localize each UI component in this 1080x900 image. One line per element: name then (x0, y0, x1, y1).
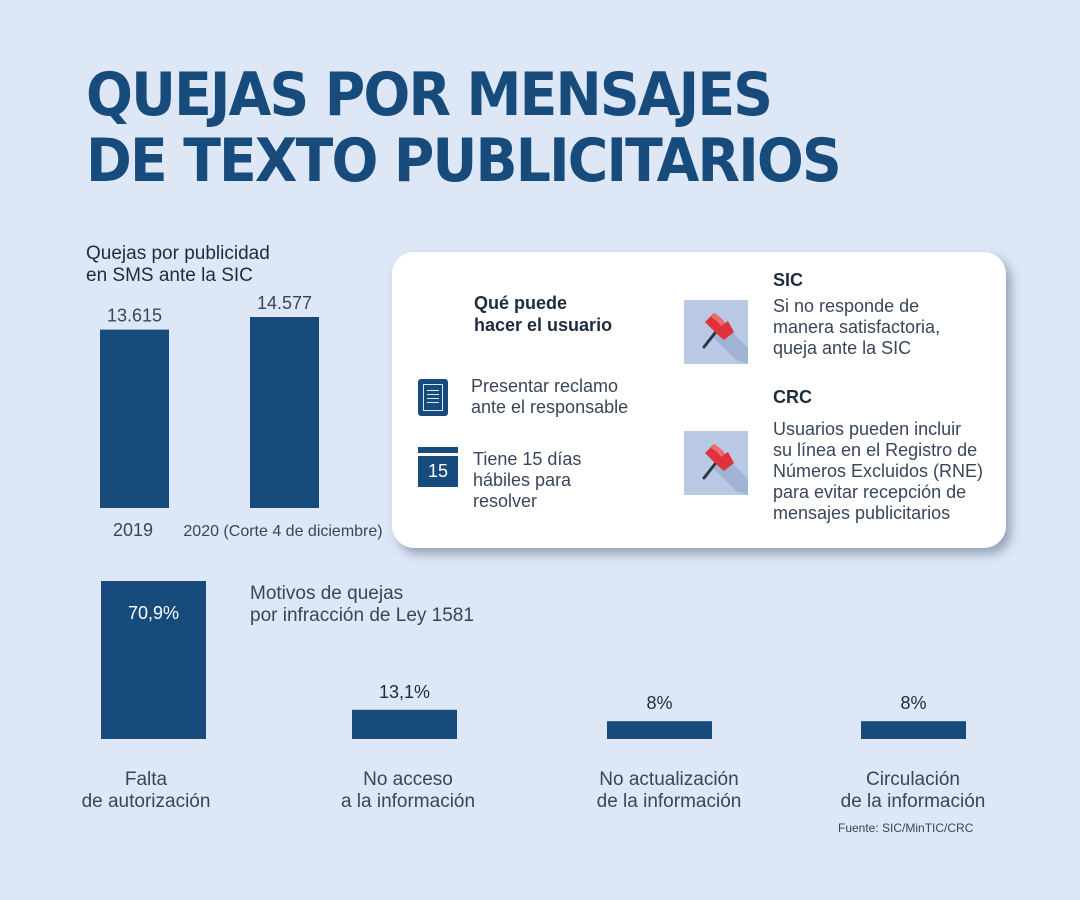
page-title-line-1: QUEJAS POR MENSAJES (86, 60, 773, 130)
chart1-category-label: 2020 (Corte 4 de diciembre) (183, 523, 382, 540)
chart1-category-label: 2019 (113, 520, 153, 540)
sic-title: SIC (773, 270, 804, 290)
crc-text: Usuarios pueden incluir su línea en el R… (773, 419, 983, 524)
chart2-category-label-line-1: No acceso (363, 769, 453, 790)
crc-text-line-2: su línea en el Registro de (773, 440, 978, 460)
chart1-title: Quejas por publicidad en SMS ante la SIC (86, 243, 270, 287)
chart2-bar (101, 581, 206, 739)
chart2-category-label: Falta de autorización (36, 769, 256, 813)
item-response-time-line-2: hábiles para (473, 470, 572, 490)
flag-icon (684, 431, 748, 495)
page-title: QUEJAS POR MENSAJES DE TEXTO PUBLICITARI… (86, 62, 914, 194)
chart2-category-label-line-1: Falta (124, 769, 168, 790)
chart2-category-label: No actualización de la información (559, 769, 779, 813)
chart2-value-label: 13,1% (379, 682, 430, 702)
chart1-value-label: 14.577 (257, 293, 312, 313)
card-heading-line-1: Qué puede (474, 293, 568, 313)
chart1-title-line-1: Quejas por publicidad (86, 243, 270, 264)
card-heading-line-2: hacer el usuario (474, 315, 613, 335)
chart2-category-label-line-2: a la información (340, 791, 476, 812)
chart2-category-label-line-1: No actualización (599, 769, 739, 790)
chart2-value-label: 8% (900, 693, 926, 713)
chart2-category-label-line-2: de la información (596, 791, 742, 812)
crc-text-line-5: mensajes publicitarios (773, 503, 951, 523)
source-note: Fuente: SIC/MinTIC/CRC (838, 821, 974, 835)
calendar-number: 15 (418, 456, 458, 487)
sic-text-line-2: manera satisfactoria, (773, 317, 941, 337)
chart2-title-line-2: por infracción de Ley 1581 (250, 605, 474, 626)
item-file-claim: Presentar reclamo ante el responsable (471, 376, 628, 418)
crc-text-line-4: para evitar recepción de (773, 482, 967, 502)
chart2-value-label: 70,9% (128, 603, 179, 623)
chart1-bar (250, 317, 319, 508)
chart2-title: Motivos de quejas por infracción de Ley … (250, 583, 474, 627)
item-response-time-line-1: Tiene 15 días (473, 449, 582, 469)
chart2-category-label-line-2: de autorización (81, 791, 211, 812)
chart2-category-label-line-2: de la información (840, 791, 986, 812)
chart1-bar (100, 329, 169, 508)
item-response-time: Tiene 15 días hábiles para resolver (473, 449, 581, 512)
document-icon (418, 379, 448, 416)
chart2-bar (607, 721, 712, 739)
crc-title: CRC (773, 387, 812, 407)
card-heading: Qué puede hacer el usuario (474, 292, 612, 336)
page-title-line-2: DE TEXTO PUBLICITARIOS (86, 126, 842, 196)
chart1-value-label: 13.615 (107, 306, 162, 326)
chart2-category-label-line-1: Circulación (866, 769, 960, 790)
chart1-title-line-2: en SMS ante la SIC (86, 265, 253, 286)
chart2-bar (352, 709, 457, 739)
item-response-time-line-3: resolver (473, 491, 538, 511)
chart2-category-label: Circulación de la información (803, 769, 1023, 813)
sic-text-line-3: queja ante la SIC (773, 338, 912, 358)
chart2-value-label: 8% (646, 693, 672, 713)
sic-text-line-1: Si no responde de (773, 296, 920, 316)
sic-text: Si no responde de manera satisfactoria, … (773, 296, 940, 359)
calendar-icon: 15 (418, 447, 458, 487)
item-file-claim-line-1: Presentar reclamo (471, 376, 619, 396)
crc-text-line-3: Números Excluidos (RNE) (773, 461, 984, 481)
user-actions-card: Qué puede hacer el usuario Presentar rec… (392, 252, 1006, 548)
chart2-bar (861, 721, 966, 739)
flag-icon (684, 300, 748, 364)
chart2-title-line-1: Motivos de quejas (250, 583, 404, 604)
item-file-claim-line-2: ante el responsable (471, 397, 629, 417)
chart2-category-label: No acceso a la información (298, 769, 518, 813)
crc-text-line-1: Usuarios pueden incluir (773, 419, 962, 439)
